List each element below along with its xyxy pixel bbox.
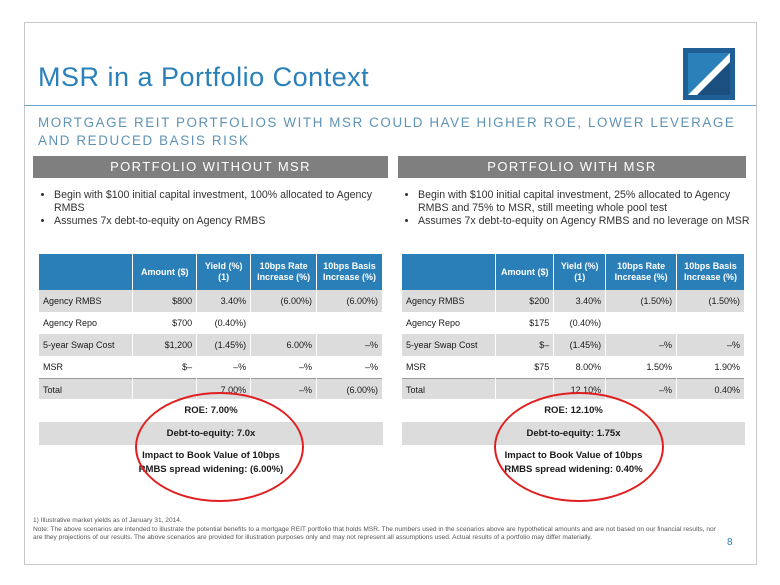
left-bullets: Begin with $100 initial capital investme… — [38, 189, 394, 228]
table-cell: 1.50% — [605, 356, 678, 379]
table-header-row: Amount ($) Yield (%)(1) 10bps Rate Incre… — [39, 254, 383, 290]
table-total-row: Total 7.00% –% (6.00%) — [39, 378, 383, 401]
table-cell: 5-year Swap Cost — [39, 334, 134, 356]
table-cell: –% — [316, 356, 383, 379]
company-logo — [683, 48, 735, 100]
table-row: Agency Repo $175 (0.40%) — [402, 312, 745, 334]
table-cell: 8.00% — [553, 356, 607, 379]
table-cell — [605, 312, 678, 334]
table-cell: –% — [250, 356, 318, 379]
table-cell: Total — [402, 378, 497, 401]
table-cell: MSR — [39, 356, 134, 379]
list-item: Assumes 7x debt-to-equity on Agency RMBS… — [418, 215, 758, 228]
table-row: 5-year Swap Cost $– (1.45%) –% –% — [402, 334, 745, 356]
table-cell: (6.00%) — [316, 378, 383, 401]
table-cell: –% — [196, 356, 252, 379]
table-cell: (1.45%) — [553, 334, 607, 356]
table-cell: 3.40% — [196, 290, 252, 312]
column-header — [402, 254, 497, 290]
table-cell — [316, 312, 383, 334]
footnotes: 1) Illustrative market yields as of Janu… — [33, 517, 723, 543]
title-divider — [24, 105, 756, 106]
table-cell: –% — [250, 378, 318, 401]
table-cell: $– — [495, 334, 555, 356]
table-cell: $700 — [132, 312, 198, 334]
table-cell: (1.50%) — [676, 290, 745, 312]
footnote-1: 1) Illustrative market yields as of Janu… — [33, 517, 182, 524]
table-cell: 5-year Swap Cost — [402, 334, 497, 356]
table-cell — [132, 378, 198, 401]
table-row: Agency Repo $700 (0.40%) — [39, 312, 383, 334]
table-cell: MSR — [402, 356, 497, 379]
list-item: Assumes 7x debt-to-equity on Agency RMBS — [54, 215, 394, 228]
table-cell: –% — [605, 378, 678, 401]
right-highlight-oval — [494, 392, 664, 502]
table-cell: Agency Repo — [39, 312, 134, 334]
left-table: Amount ($) Yield (%)(1) 10bps Rate Incre… — [39, 254, 383, 401]
column-header: 10bps Rate Increase (%) — [605, 254, 678, 290]
column-header: Yield (%)(1) — [553, 254, 607, 290]
page-number: 8 — [727, 537, 733, 548]
table-cell: 0.40% — [676, 378, 745, 401]
table-cell: (6.00%) — [250, 290, 318, 312]
table-cell: (0.40%) — [196, 312, 252, 334]
page-subtitle: MORTGAGE REIT PORTFOLIOS WITH MSR COULD … — [38, 115, 736, 148]
table-row: MSR $75 8.00% 1.50% 1.90% — [402, 356, 745, 379]
table-row: 5-year Swap Cost $1,200 (1.45%) 6.00% –% — [39, 334, 383, 356]
left-panel-heading: PORTFOLIO WITHOUT MSR — [33, 156, 388, 178]
column-header: 10bps Rate Increase (%) — [250, 254, 318, 290]
table-cell: Agency RMBS — [39, 290, 134, 312]
right-bullets: Begin with $100 initial capital investme… — [402, 189, 758, 228]
table-header-row: Amount ($) Yield (%)(1) 10bps Rate Incre… — [402, 254, 745, 290]
table-cell: (1.45%) — [196, 334, 252, 356]
table-cell: Total — [39, 378, 134, 401]
table-cell: $1,200 — [132, 334, 198, 356]
table-cell: 6.00% — [250, 334, 318, 356]
left-highlight-oval — [135, 392, 304, 502]
table-cell: –% — [676, 334, 745, 356]
table-cell: 3.40% — [553, 290, 607, 312]
slide-frame — [24, 22, 757, 565]
right-panel-heading: PORTFOLIO WITH MSR — [398, 156, 746, 178]
column-header: Amount ($) — [495, 254, 555, 290]
table-cell: (0.40%) — [553, 312, 607, 334]
table-cell: 1.90% — [676, 356, 745, 379]
table-cell: Agency RMBS — [402, 290, 497, 312]
column-header: 10bps Basis Increase (%) — [676, 254, 745, 290]
right-table: Amount ($) Yield (%)(1) 10bps Rate Incre… — [402, 254, 745, 401]
table-cell: –% — [605, 334, 678, 356]
table-cell: $200 — [495, 290, 555, 312]
page-title: MSR in a Portfolio Context — [38, 62, 370, 92]
table-cell: $– — [132, 356, 198, 379]
table-row: MSR $– –% –% –% — [39, 356, 383, 379]
table-cell: (1.50%) — [605, 290, 678, 312]
column-header: 10bps Basis Increase (%) — [316, 254, 383, 290]
table-cell: $800 — [132, 290, 198, 312]
table-row: Agency RMBS $800 3.40% (6.00%) (6.00%) — [39, 290, 383, 312]
table-cell: –% — [316, 334, 383, 356]
table-cell — [495, 378, 555, 401]
table-cell: $75 — [495, 356, 555, 379]
table-row: Agency RMBS $200 3.40% (1.50%) (1.50%) — [402, 290, 745, 312]
table-total-row: Total 12.10% –% 0.40% — [402, 378, 745, 401]
list-item: Begin with $100 initial capital investme… — [418, 189, 758, 215]
column-header: Amount ($) — [132, 254, 198, 290]
footnote-note: Note: The above scenarios are intended t… — [33, 525, 716, 542]
column-header: Yield (%)(1) — [196, 254, 252, 290]
list-item: Begin with $100 initial capital investme… — [54, 189, 394, 215]
table-cell: $175 — [495, 312, 555, 334]
table-cell — [676, 312, 745, 334]
table-cell — [250, 312, 318, 334]
table-cell: (6.00%) — [316, 290, 383, 312]
table-cell: Agency Repo — [402, 312, 497, 334]
column-header — [39, 254, 134, 290]
